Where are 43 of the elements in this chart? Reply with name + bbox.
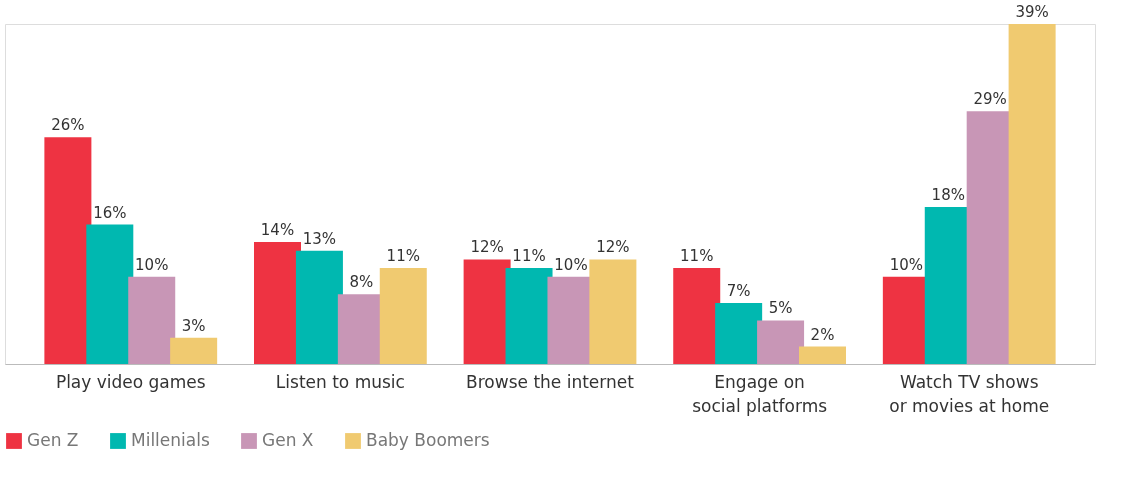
legend-label: Millenials bbox=[131, 430, 210, 450]
data-label: 10% bbox=[554, 255, 588, 274]
x-tick-label: Engage on social platforms bbox=[692, 371, 828, 416]
data-label: 2% bbox=[810, 325, 835, 344]
bar bbox=[715, 302, 763, 364]
data-label: 39% bbox=[1015, 3, 1049, 21]
bar bbox=[799, 346, 846, 364]
x-tick-label: Browse the internet bbox=[466, 371, 635, 392]
data-label: 29% bbox=[973, 90, 1007, 109]
data-label: 11% bbox=[680, 247, 714, 266]
data-label: 5% bbox=[768, 299, 793, 318]
bar bbox=[44, 137, 92, 364]
x-tick-label: Listen to music bbox=[275, 371, 405, 392]
data-label: 13% bbox=[302, 229, 337, 248]
bar bbox=[295, 250, 343, 364]
bar bbox=[463, 259, 511, 364]
data-label: 10% bbox=[135, 255, 169, 274]
bar bbox=[673, 268, 721, 364]
bar bbox=[170, 337, 218, 364]
bar bbox=[254, 241, 301, 364]
x-tick-label: Watch TV shows or movies at home bbox=[889, 371, 1050, 416]
data-label: 16% bbox=[93, 203, 127, 222]
data-label: 8% bbox=[349, 273, 374, 292]
bar bbox=[379, 268, 427, 364]
data-label: 11% bbox=[386, 247, 420, 266]
bar bbox=[128, 276, 176, 364]
bar bbox=[86, 224, 134, 364]
data-label: 10% bbox=[889, 255, 924, 274]
data-label: 3% bbox=[181, 316, 206, 335]
data-label: 12% bbox=[596, 238, 630, 257]
data-label: 7% bbox=[726, 281, 751, 300]
x-tick-label: Play video games bbox=[55, 371, 206, 392]
bar bbox=[589, 259, 637, 364]
data-label: 26% bbox=[51, 116, 85, 135]
data-label: 12% bbox=[470, 238, 504, 257]
data-label: 18% bbox=[931, 186, 965, 205]
data-label: 11% bbox=[512, 247, 546, 266]
bar bbox=[1008, 24, 1056, 364]
legend-label: Gen X bbox=[262, 430, 314, 450]
data-label: 14% bbox=[260, 220, 295, 239]
legend-label: Gen Z bbox=[27, 430, 79, 450]
legend-label: Baby Boomers bbox=[366, 430, 490, 450]
bar bbox=[757, 320, 805, 364]
